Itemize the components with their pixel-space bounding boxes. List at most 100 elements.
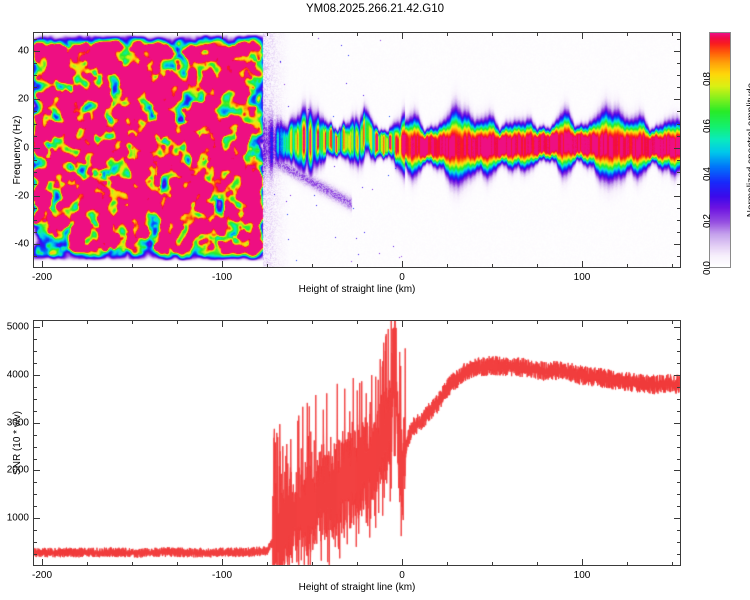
axis-tick [677, 506, 681, 507]
axis-tick [33, 51, 40, 52]
axis-tick [582, 559, 583, 566]
colorbar-tick-label: 0.6 [702, 119, 713, 133]
axis-tick [674, 244, 681, 245]
spectrogram-panel[interactable] [33, 32, 681, 268]
axis-tick [677, 554, 681, 555]
axis-tick [402, 320, 403, 327]
axis-tick [33, 327, 40, 328]
snr-trace-plot [34, 321, 680, 565]
axis-tick [677, 482, 681, 483]
axis-tick [33, 470, 40, 471]
axis-tick [33, 39, 37, 40]
spectrogram-image [34, 33, 680, 267]
axis-tick [222, 261, 223, 268]
axis-tick [674, 375, 681, 376]
colorbar-tick [704, 221, 709, 222]
y-tick-label: -20 [14, 190, 29, 202]
axis-tick [33, 111, 37, 112]
x-tick-label: -200 [31, 570, 53, 581]
axis-tick [177, 320, 178, 324]
axis-tick [402, 32, 403, 39]
y-tick-label: 20 [17, 93, 29, 105]
axis-tick [33, 148, 40, 149]
page-title: YM08.2025.266.21.42.G10 [305, 3, 445, 15]
axis-tick [267, 32, 268, 36]
x-tick-label: 0 [399, 570, 405, 581]
colorbar[interactable] [709, 32, 731, 268]
axis-tick [677, 435, 681, 436]
axis-tick [674, 196, 681, 197]
colorbar-tick [704, 79, 709, 80]
colorbar-title: Normalized spectral amplitude [746, 82, 750, 218]
y-tick-label: 2000 [6, 464, 29, 476]
colorbar-tick-label: 0.2 [702, 214, 713, 228]
axis-tick [677, 494, 681, 495]
axis-tick [33, 542, 37, 543]
axis-tick [677, 363, 681, 364]
axis-tick [132, 264, 133, 268]
axis-tick [492, 32, 493, 36]
axis-tick [132, 32, 133, 36]
y-axis-title: Frequency (Hz) [12, 115, 23, 185]
axis-tick [537, 32, 538, 36]
axis-tick [132, 562, 133, 566]
axis-tick [674, 148, 681, 149]
axis-tick [33, 196, 40, 197]
axis-tick [677, 111, 681, 112]
axis-tick [267, 264, 268, 268]
axis-tick [33, 363, 37, 364]
axis-tick [33, 506, 37, 507]
axis-tick [677, 351, 681, 352]
axis-tick [492, 562, 493, 566]
axis-tick [33, 339, 37, 340]
axis-tick [33, 435, 37, 436]
axis-tick [677, 75, 681, 76]
snr-panel[interactable] [33, 320, 681, 566]
axis-tick [33, 232, 37, 233]
axis-tick [674, 423, 681, 424]
colorbar-tick [704, 126, 709, 127]
axis-tick [677, 208, 681, 209]
y-axis-title: SNR (10 * v/v) [12, 411, 23, 475]
axis-tick [627, 562, 628, 566]
axis-tick [33, 375, 40, 376]
axis-tick [42, 559, 43, 566]
y-tick-label: 0 [23, 142, 29, 154]
axis-tick [677, 232, 681, 233]
axis-tick [42, 320, 43, 327]
axis-tick [33, 99, 40, 100]
colorbar-tick-label: 0.8 [702, 72, 713, 86]
axis-tick [33, 220, 37, 221]
y-tick-label: 4000 [6, 369, 29, 381]
axis-tick [677, 459, 681, 460]
axis-tick [677, 530, 681, 531]
axis-tick [33, 530, 37, 531]
axis-tick [357, 32, 358, 36]
colorbar-gradient [710, 33, 730, 267]
axis-tick [312, 562, 313, 566]
axis-tick [33, 87, 37, 88]
axis-tick [674, 51, 681, 52]
axis-tick [627, 320, 628, 324]
axis-tick [267, 562, 268, 566]
axis-tick [677, 387, 681, 388]
x-tick-label: 100 [573, 570, 591, 581]
axis-tick [87, 562, 88, 566]
axis-tick [672, 264, 673, 268]
axis-tick [672, 320, 673, 324]
axis-tick [677, 399, 681, 400]
axis-tick [33, 184, 37, 185]
axis-tick [177, 264, 178, 268]
axis-tick [677, 160, 681, 161]
axis-tick [33, 518, 40, 519]
axis-tick [582, 320, 583, 327]
axis-tick [42, 32, 43, 39]
colorbar-tick [704, 174, 709, 175]
axis-tick [582, 261, 583, 268]
x-tick-label: 100 [573, 272, 591, 283]
y-tick-label: 5000 [6, 321, 29, 333]
axis-tick [87, 32, 88, 36]
axis-tick [677, 87, 681, 88]
y-tick-label: 40 [17, 45, 29, 57]
